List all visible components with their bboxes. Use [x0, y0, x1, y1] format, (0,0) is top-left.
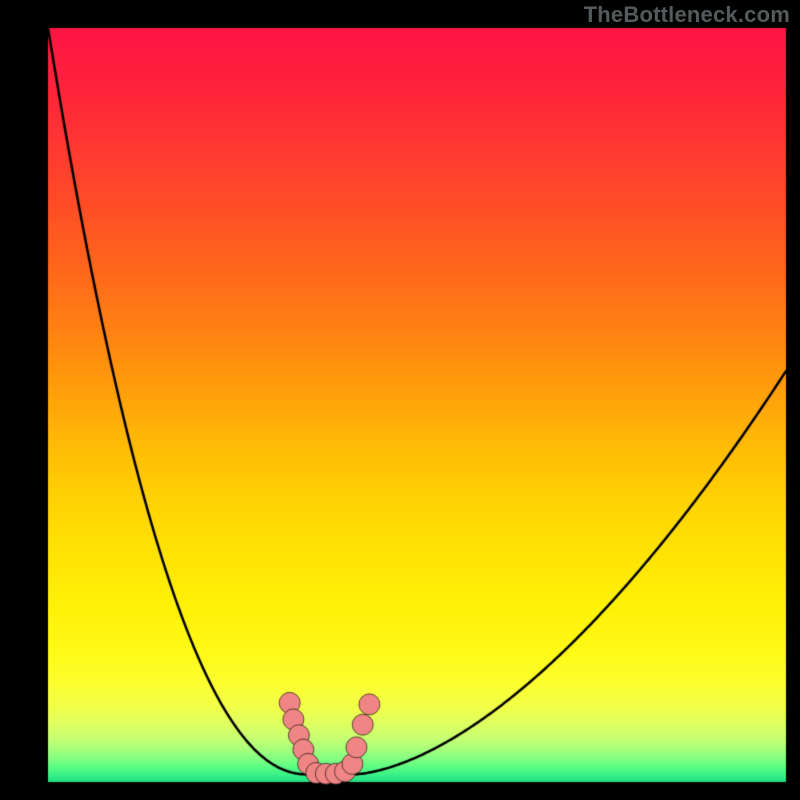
- watermark-text: TheBottleneck.com: [584, 2, 790, 28]
- bottleneck-chart-canvas: [0, 0, 800, 800]
- chart-stage: TheBottleneck.com: [0, 0, 800, 800]
